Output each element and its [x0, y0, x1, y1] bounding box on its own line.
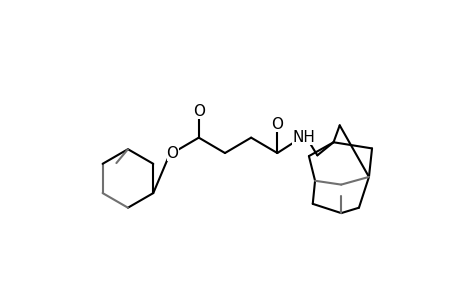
Text: O: O [192, 104, 204, 119]
Text: O: O [271, 117, 283, 132]
Text: NH: NH [291, 130, 314, 145]
Text: O: O [166, 146, 178, 160]
